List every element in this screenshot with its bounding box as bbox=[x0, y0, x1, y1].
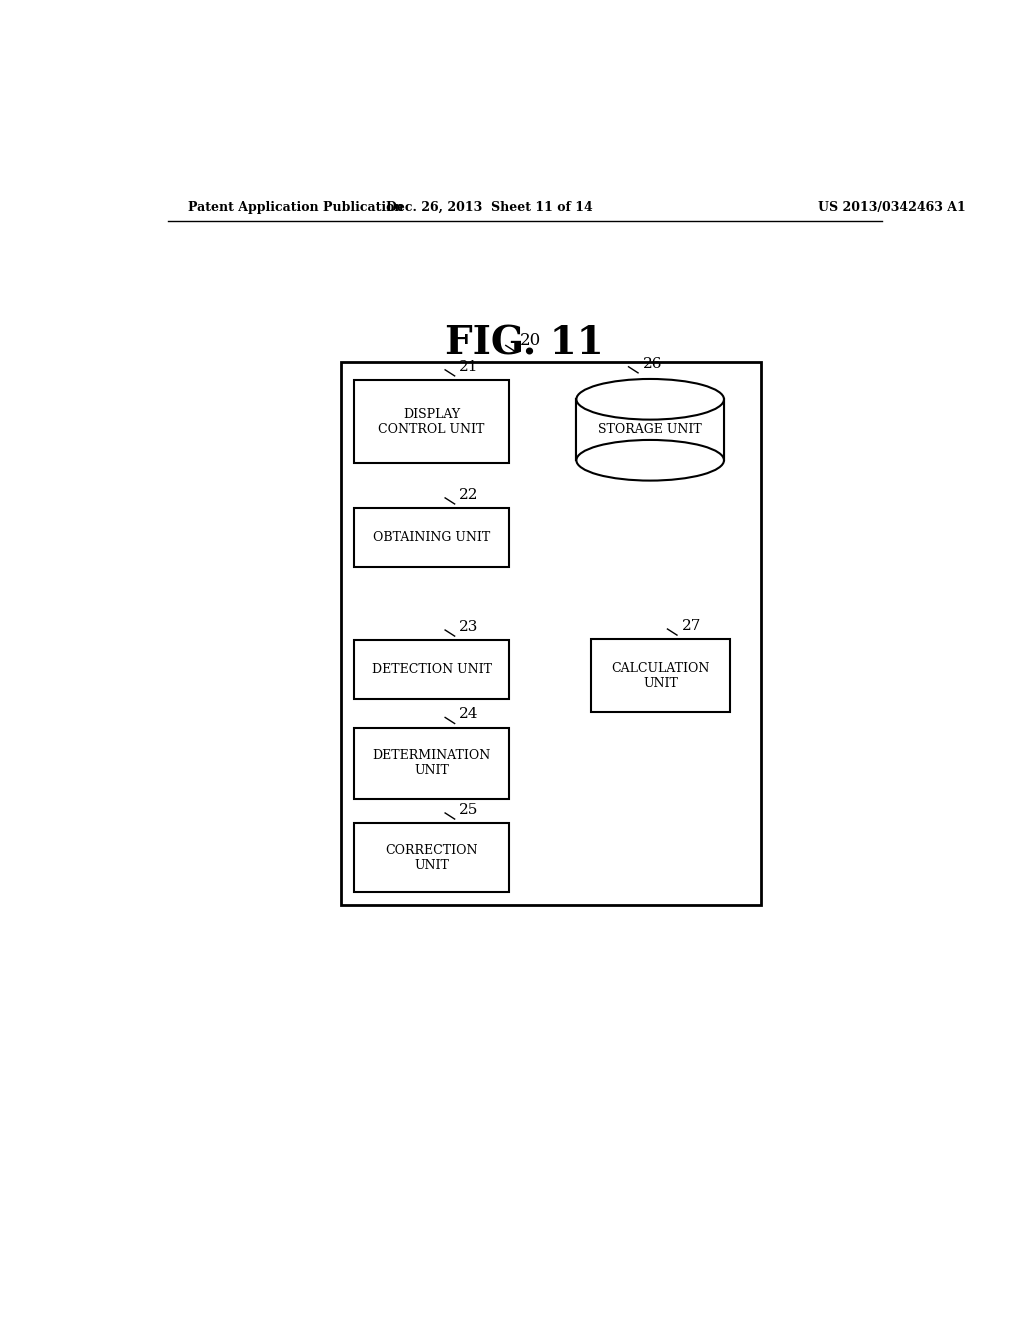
Text: DETECTION UNIT: DETECTION UNIT bbox=[372, 663, 492, 676]
Bar bbox=[354, 824, 509, 892]
Text: Dec. 26, 2013  Sheet 11 of 14: Dec. 26, 2013 Sheet 11 of 14 bbox=[386, 201, 593, 214]
Bar bbox=[354, 640, 509, 700]
Bar bbox=[354, 727, 509, 799]
Text: DISPLAY
CONTROL UNIT: DISPLAY CONTROL UNIT bbox=[378, 408, 484, 436]
Bar bbox=[592, 639, 730, 713]
Ellipse shape bbox=[577, 440, 724, 480]
Text: 23: 23 bbox=[460, 620, 479, 634]
Text: Patent Application Publication: Patent Application Publication bbox=[187, 201, 403, 214]
Text: CORRECTION
UNIT: CORRECTION UNIT bbox=[385, 843, 478, 871]
Bar bbox=[577, 399, 724, 461]
Text: FIG. 11: FIG. 11 bbox=[445, 325, 604, 363]
Text: OBTAINING UNIT: OBTAINING UNIT bbox=[373, 531, 490, 544]
Bar bbox=[354, 380, 509, 463]
Text: 21: 21 bbox=[460, 360, 479, 374]
Text: 24: 24 bbox=[460, 708, 479, 722]
Text: STORAGE UNIT: STORAGE UNIT bbox=[598, 424, 702, 437]
Text: 22: 22 bbox=[460, 488, 479, 502]
Ellipse shape bbox=[577, 379, 724, 420]
Text: 27: 27 bbox=[682, 619, 701, 634]
Text: US 2013/0342463 A1: US 2013/0342463 A1 bbox=[818, 201, 967, 214]
Text: 25: 25 bbox=[460, 803, 479, 817]
Text: CALCULATION
UNIT: CALCULATION UNIT bbox=[611, 661, 710, 690]
Text: DETERMINATION
UNIT: DETERMINATION UNIT bbox=[373, 750, 490, 777]
Bar bbox=[341, 362, 761, 906]
Bar bbox=[354, 508, 509, 568]
Text: 20: 20 bbox=[520, 333, 542, 350]
Text: 26: 26 bbox=[643, 356, 663, 371]
